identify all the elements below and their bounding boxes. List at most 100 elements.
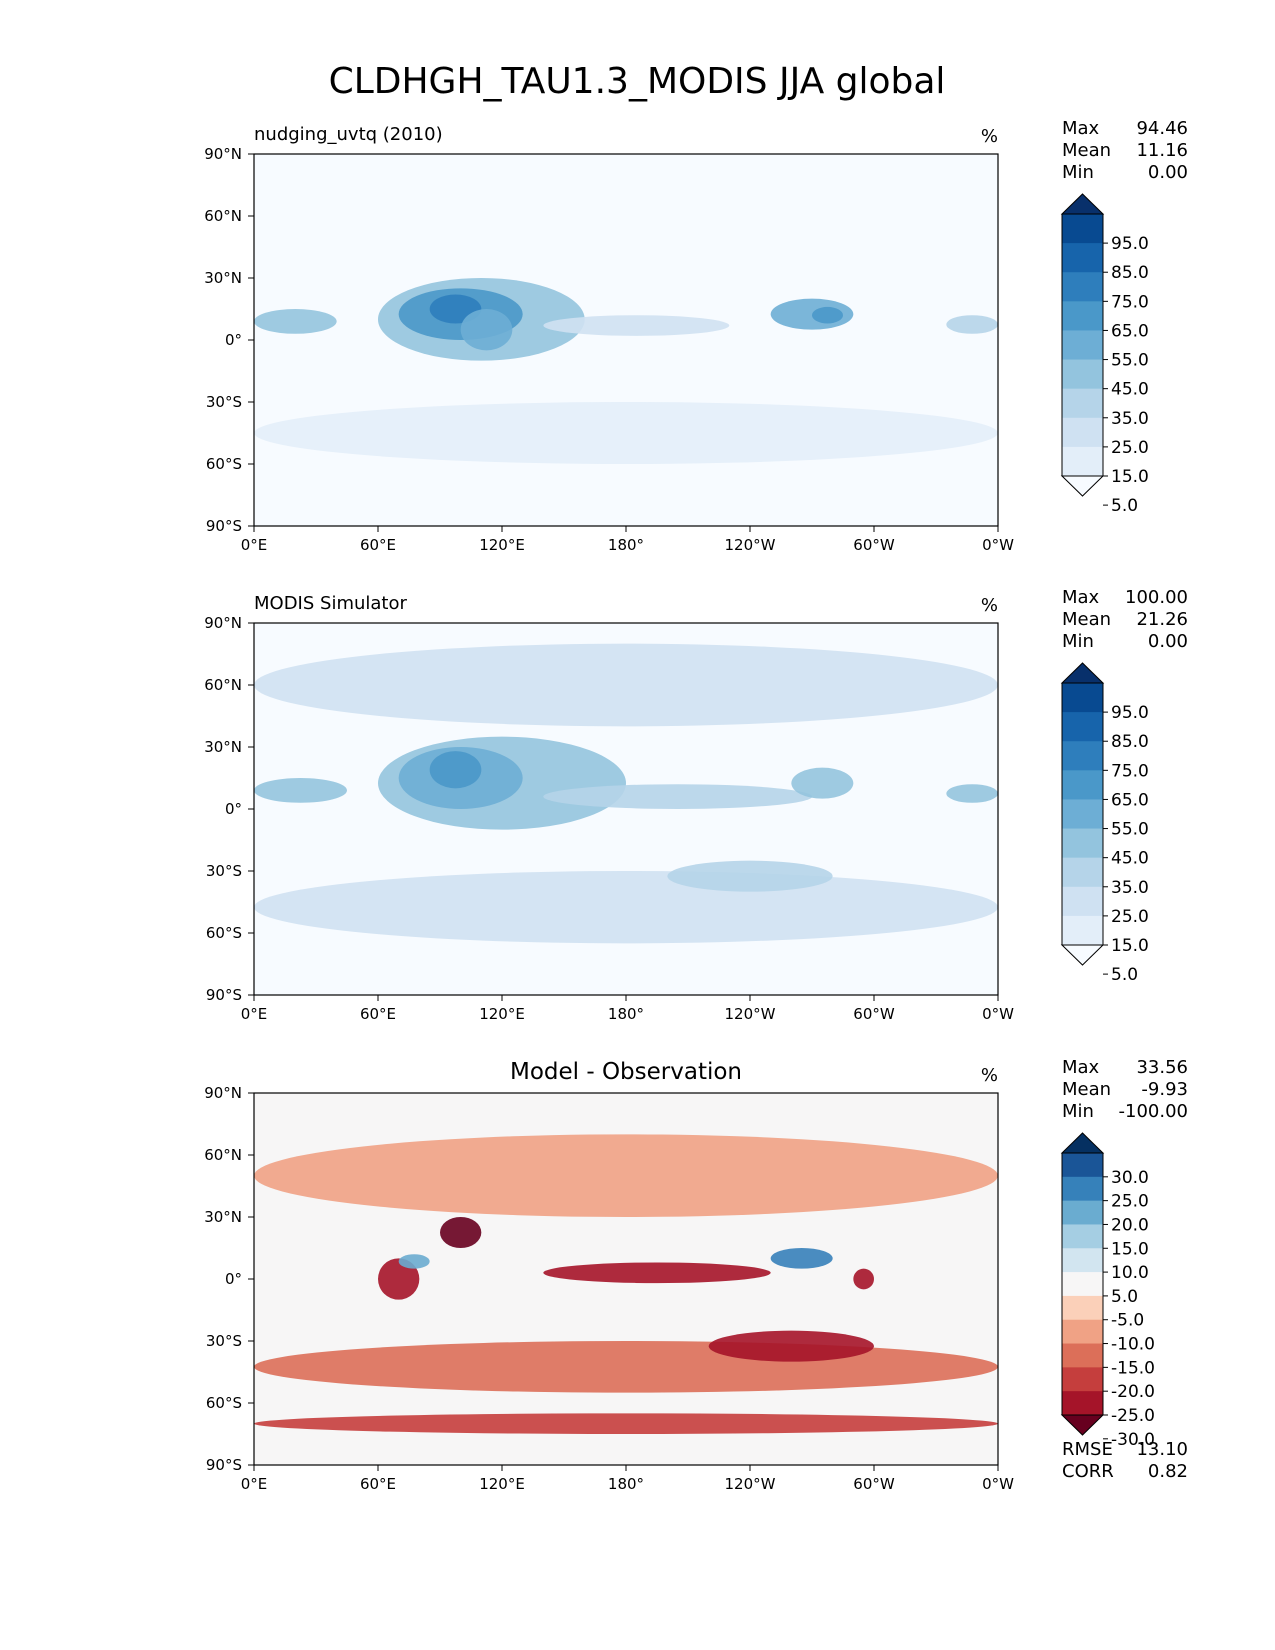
field-region [254, 402, 998, 464]
colorbar-segment [1062, 330, 1103, 361]
x-tick-label: 60°W [853, 536, 895, 554]
field-region [812, 306, 843, 324]
colorbar-extend-bottom [1060, 944, 1105, 966]
stat-value: -9.93 [1141, 1079, 1188, 1100]
x-tick-label: 0°W [982, 1475, 1014, 1493]
colorbar-label: 95.0 [1111, 703, 1149, 723]
colorbar-segment [1062, 1272, 1103, 1297]
colorbar-label: 65.0 [1111, 790, 1149, 810]
colorbar-label: 5.0 [1111, 965, 1138, 985]
panel-units: % [981, 126, 998, 147]
colorbar-segment [1062, 272, 1103, 302]
colorbar-label: 10.0 [1111, 1263, 1149, 1283]
colorbar-segment [1062, 1176, 1103, 1202]
colorbar-label: 15.0 [1111, 936, 1149, 956]
field-region [708, 1330, 874, 1362]
colorbar-label: -25.0 [1111, 1406, 1155, 1426]
y-tick-label: 90°S [206, 1456, 242, 1474]
stat-extra-label: RMSE [1062, 1439, 1113, 1460]
stat-label: Max [1062, 587, 1100, 608]
colorbar-segment [1062, 301, 1103, 331]
colorbar-label: -30.0 [1111, 1430, 1155, 1450]
field-region [791, 767, 854, 799]
y-tick-label: 0° [225, 331, 242, 349]
stat-value: -100.00 [1119, 1101, 1188, 1122]
field-region [667, 860, 833, 892]
y-tick-label: 30°N [204, 1208, 242, 1226]
y-tick-label: 90°N [204, 145, 242, 163]
field-region [378, 1258, 420, 1300]
field-region [460, 309, 513, 351]
y-tick-label: 60°S [206, 455, 242, 473]
colorbar-label: 5.0 [1111, 1287, 1138, 1307]
colorbar-label: 65.0 [1111, 321, 1149, 341]
field-region [254, 1341, 998, 1393]
field-region [440, 1217, 482, 1248]
panel-left-title: MODIS Simulator [254, 593, 407, 614]
stat-label: Max [1062, 1057, 1100, 1078]
colorbar-segment [1062, 1200, 1103, 1225]
colorbar-segment [1062, 359, 1103, 390]
panel-center-title: Model - Observation [510, 1059, 742, 1085]
stat-value: 11.16 [1136, 140, 1188, 161]
colorbar-label: 85.0 [1111, 263, 1149, 283]
x-tick-label: 120°W [725, 536, 776, 554]
colorbar-label: 35.0 [1111, 878, 1149, 898]
colorbar-extend-top [1060, 662, 1105, 684]
x-tick-label: 120°E [479, 1005, 525, 1023]
panel-units: % [981, 595, 998, 616]
x-tick-label: 180° [608, 536, 644, 554]
y-tick-label: 90°S [206, 517, 242, 535]
map-panel-difference: Model - Observation % 90°N 60°N 30°N 0° 30°S 60… [204, 1057, 1188, 1493]
field-region [543, 784, 812, 809]
y-tick-label: 90°N [204, 1084, 242, 1102]
stat-label: Min [1062, 162, 1094, 183]
field-region [543, 315, 730, 336]
y-tick-label: 30°S [206, 393, 242, 411]
colorbar-label: 75.0 [1111, 292, 1149, 312]
x-tick-label: 0°E [241, 536, 268, 554]
stat-value: 94.46 [1136, 118, 1188, 139]
colorbar-segment [1062, 886, 1103, 917]
colorbar-frame [1061, 213, 1104, 477]
colorbar-segment [1062, 741, 1103, 771]
colorbar-label: 15.0 [1111, 1239, 1149, 1259]
colorbar-label: -5.0 [1111, 1311, 1144, 1331]
colorbar-segment [1062, 828, 1103, 859]
stat-extra-value: 13.10 [1136, 1439, 1188, 1460]
colorbar-segment [1062, 712, 1103, 742]
colorbar-extend-top [1060, 193, 1105, 215]
field-region [254, 309, 337, 334]
stat-value: 21.26 [1136, 609, 1188, 630]
field-region [254, 1413, 998, 1434]
colorbar-segment [1062, 1319, 1103, 1345]
stat-label: Min [1062, 1101, 1094, 1122]
colorbar-segment [1062, 388, 1103, 419]
colorbar-segment [1062, 1367, 1103, 1392]
y-tick-label: 60°N [204, 1146, 242, 1164]
colorbar-segment [1062, 1343, 1103, 1368]
field-region [254, 643, 998, 727]
colorbar-label: 25.0 [1111, 438, 1149, 458]
stat-extra-label: CORR [1062, 1461, 1114, 1482]
x-tick-label: 180° [608, 1475, 644, 1493]
y-tick-label: 90°S [206, 986, 242, 1004]
colorbar-segment [1062, 857, 1103, 888]
colorbar-segment [1062, 1391, 1103, 1416]
field-region [254, 778, 347, 803]
colorbar-label: 95.0 [1111, 234, 1149, 254]
y-tick-label: 60°N [204, 676, 242, 694]
panel-left-title: nudging_uvtq (2010) [254, 124, 443, 145]
y-tick-label: 0° [225, 800, 242, 818]
colorbar-segment [1062, 1153, 1103, 1178]
x-tick-label: 180° [608, 1005, 644, 1023]
colorbar-label: 15.0 [1111, 467, 1149, 487]
stat-label: Mean [1062, 609, 1111, 630]
colorbar-label: -10.0 [1111, 1335, 1155, 1355]
colorbar-segment [1062, 799, 1103, 830]
x-tick-label: 0°E [241, 1005, 268, 1023]
y-tick-label: 30°S [206, 862, 242, 880]
field-region [429, 751, 482, 789]
stat-label: Min [1062, 631, 1094, 652]
